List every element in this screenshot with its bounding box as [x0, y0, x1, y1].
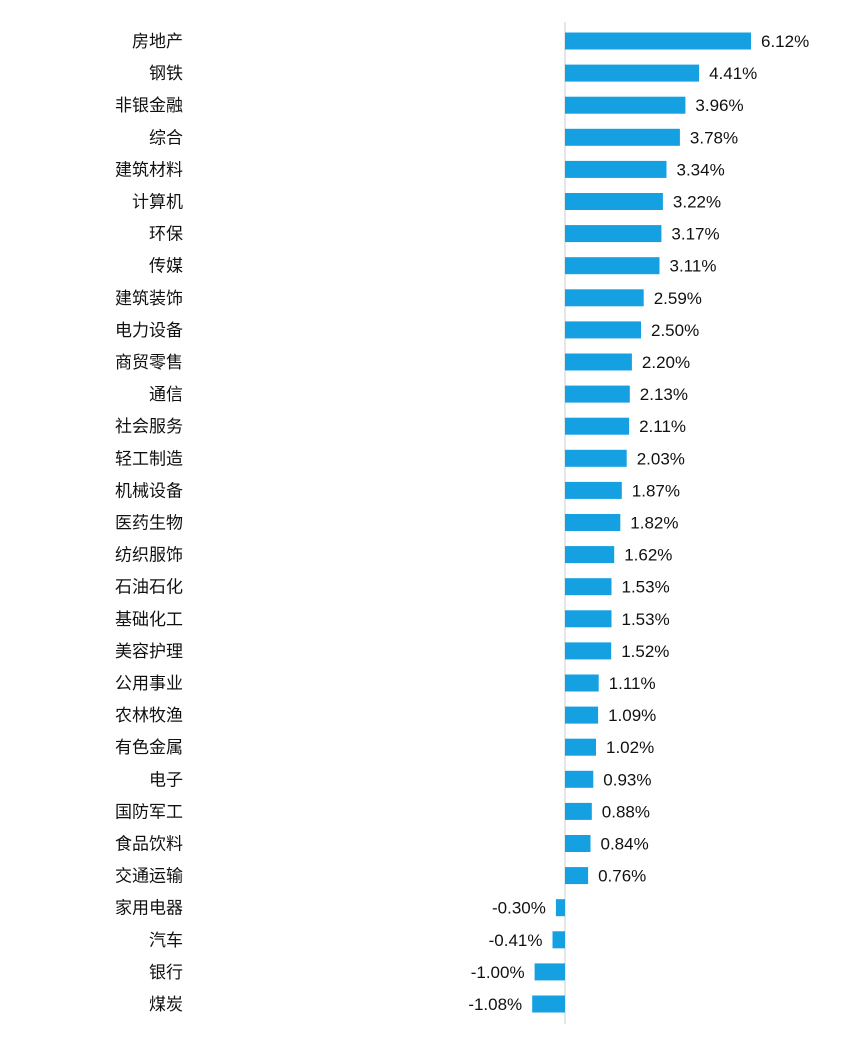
- value-label: 1.53%: [622, 578, 670, 597]
- category-label: 家用电器: [115, 899, 183, 919]
- category-label: 电子: [149, 770, 183, 790]
- value-label: 1.53%: [622, 610, 670, 629]
- category-label: 房地产: [132, 32, 183, 52]
- value-label: 6.12%: [761, 32, 809, 51]
- value-label: 2.13%: [640, 385, 688, 404]
- bar: [555, 899, 565, 917]
- bar: [565, 160, 667, 178]
- bar: [565, 481, 622, 499]
- value-label: 2.20%: [642, 353, 690, 372]
- bar: [565, 610, 612, 628]
- value-label: 3.11%: [670, 257, 717, 276]
- value-label: 3.22%: [673, 193, 721, 212]
- bar: [565, 546, 615, 564]
- bar: [565, 642, 612, 660]
- bar: [552, 931, 565, 949]
- bar: [565, 353, 632, 371]
- value-label: 2.03%: [637, 449, 685, 468]
- value-label: 3.96%: [695, 96, 743, 115]
- value-label: -0.41%: [489, 931, 543, 950]
- category-label: 非银金融: [115, 96, 183, 116]
- bar: [565, 321, 641, 339]
- bar: [565, 257, 660, 275]
- value-label: 3.78%: [690, 128, 738, 147]
- bar: [565, 802, 592, 820]
- value-label: 2.50%: [651, 321, 699, 340]
- value-label: 1.87%: [632, 481, 680, 500]
- value-label: 1.62%: [624, 546, 672, 565]
- value-label: 2.11%: [639, 417, 686, 436]
- category-label: 通信: [149, 385, 183, 405]
- category-label: 石油石化: [115, 578, 183, 598]
- category-label: 综合: [149, 128, 183, 148]
- category-label: 商贸零售: [115, 353, 183, 373]
- bar: [565, 385, 630, 403]
- category-label: 国防军工: [115, 802, 183, 822]
- category-label: 农林牧渔: [115, 706, 183, 726]
- bar: [565, 193, 663, 210]
- value-labels-group: 6.12%4.41% 3.96% 3.78% 3.34% 3.22% 3.17% 3.11%…: [468, 32, 809, 1014]
- category-label: 银行: [149, 963, 183, 983]
- value-label: 2.59%: [654, 289, 702, 308]
- bar: [532, 995, 565, 1013]
- value-label: -0.30%: [492, 899, 546, 918]
- bar: [565, 449, 627, 467]
- bar: [565, 32, 751, 50]
- bar: [565, 738, 596, 756]
- value-label: 0.88%: [602, 802, 650, 821]
- value-label: 4.41%: [709, 64, 757, 83]
- value-label: 1.11%: [609, 674, 656, 693]
- value-label: -1.00%: [471, 963, 525, 982]
- bars-group: [532, 32, 751, 1013]
- category-label: 汽车: [149, 931, 183, 951]
- bar: [565, 514, 621, 531]
- category-label: 轻工制造: [115, 449, 183, 469]
- bar: [565, 706, 599, 724]
- bar: [565, 64, 700, 82]
- bar: [565, 96, 686, 114]
- bar: [565, 128, 680, 146]
- bar: [565, 289, 644, 307]
- bar: [565, 674, 599, 692]
- value-label: 1.09%: [608, 706, 656, 725]
- category-labels-group: 房地产钢铁非银金融综合建筑材料计算机环保传媒建筑装饰电力设备商贸零售通信社会服务…: [115, 32, 183, 1015]
- category-label: 钢铁: [149, 64, 183, 84]
- value-label: 3.17%: [671, 225, 719, 244]
- category-label: 交通运输: [115, 867, 183, 887]
- value-label: -1.08%: [468, 995, 522, 1014]
- bar: [534, 963, 565, 981]
- category-label: 美容护理: [115, 642, 183, 662]
- bar: [565, 867, 589, 885]
- bar: [565, 578, 612, 596]
- category-label: 建筑装饰: [115, 289, 183, 309]
- category-label: 有色金属: [115, 738, 183, 758]
- value-label: 0.84%: [601, 835, 649, 854]
- category-label: 基础化工: [115, 610, 183, 630]
- bar: [565, 225, 662, 243]
- category-label: 传媒: [149, 257, 183, 277]
- value-label: 1.02%: [606, 738, 654, 757]
- bar: [565, 417, 630, 435]
- category-label: 食品饮料: [115, 835, 183, 855]
- category-label: 医药生物: [115, 514, 183, 534]
- category-label: 公用事业: [115, 674, 183, 694]
- value-label: 0.76%: [598, 867, 646, 886]
- value-label: 1.52%: [621, 642, 669, 661]
- value-label: 1.82%: [630, 514, 678, 533]
- category-label: 纺织服饰: [115, 546, 183, 566]
- category-label: 煤炭: [149, 995, 183, 1015]
- bar: [565, 770, 594, 788]
- category-label: 机械设备: [115, 481, 183, 501]
- category-label: 环保: [149, 225, 183, 245]
- category-label: 建筑材料: [115, 160, 183, 180]
- value-label: 3.34%: [677, 160, 725, 179]
- bar: [565, 835, 591, 852]
- category-label: 计算机: [132, 193, 183, 213]
- category-label: 电力设备: [115, 321, 183, 341]
- value-label: 0.93%: [603, 770, 651, 789]
- category-label: 社会服务: [115, 417, 183, 437]
